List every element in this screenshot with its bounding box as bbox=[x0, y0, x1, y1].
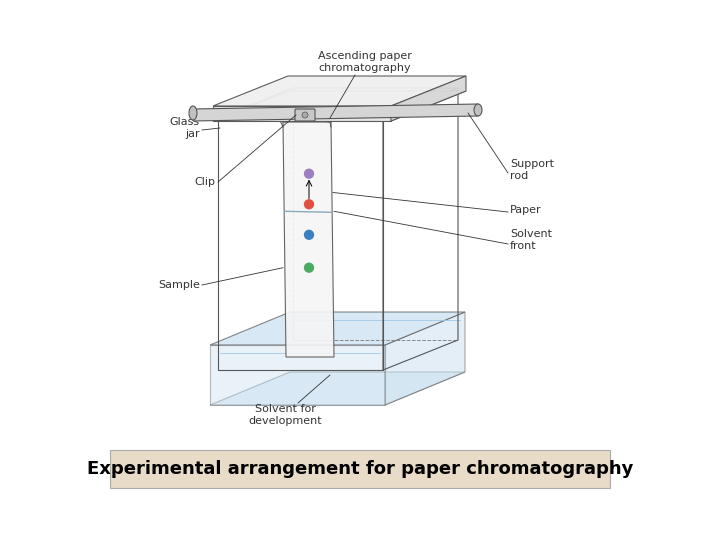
Text: Ascending paper
chromatography: Ascending paper chromatography bbox=[318, 51, 412, 73]
Polygon shape bbox=[193, 104, 478, 121]
Text: Experimental arrangement for paper chromatography: Experimental arrangement for paper chrom… bbox=[87, 460, 633, 478]
Text: Solvent for
development: Solvent for development bbox=[248, 404, 322, 426]
Polygon shape bbox=[283, 122, 334, 357]
Point bbox=[303, 170, 315, 178]
Ellipse shape bbox=[474, 104, 482, 116]
Text: Paper: Paper bbox=[510, 205, 541, 215]
FancyBboxPatch shape bbox=[110, 450, 610, 488]
Text: Glass
jar: Glass jar bbox=[170, 117, 200, 139]
Polygon shape bbox=[213, 91, 466, 121]
Circle shape bbox=[302, 112, 308, 118]
Text: Clip: Clip bbox=[194, 177, 215, 187]
Polygon shape bbox=[213, 106, 391, 121]
Ellipse shape bbox=[189, 106, 197, 120]
Polygon shape bbox=[391, 76, 466, 121]
Polygon shape bbox=[385, 312, 465, 405]
Point bbox=[303, 200, 315, 208]
Point bbox=[303, 264, 315, 272]
Text: Solvent
front: Solvent front bbox=[510, 229, 552, 251]
Polygon shape bbox=[210, 312, 465, 345]
FancyBboxPatch shape bbox=[295, 109, 315, 121]
Polygon shape bbox=[213, 76, 466, 106]
Point bbox=[303, 231, 315, 239]
Text: Sample: Sample bbox=[158, 280, 200, 290]
Polygon shape bbox=[210, 372, 465, 405]
Polygon shape bbox=[210, 345, 385, 405]
Text: Support
rod: Support rod bbox=[510, 159, 554, 181]
